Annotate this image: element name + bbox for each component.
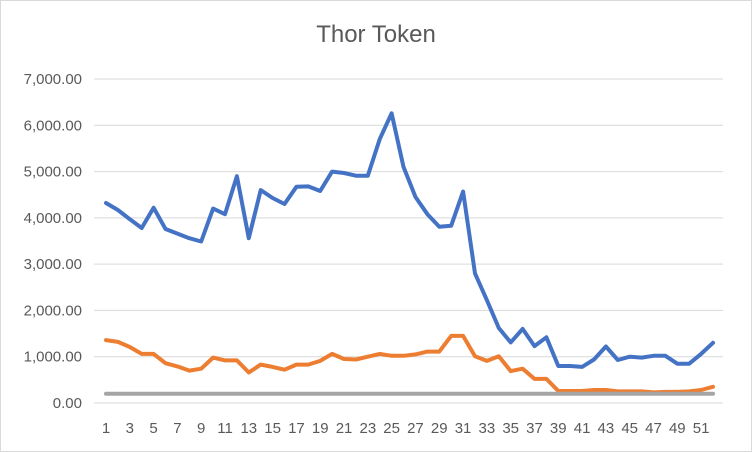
y-tick-label: 4,000.00 xyxy=(24,210,82,227)
y-tick-label: 5,000.00 xyxy=(24,164,82,181)
x-tick-label: 29 xyxy=(431,420,448,437)
x-tick-label: 9 xyxy=(197,420,205,437)
x-tick-label: 3 xyxy=(126,420,134,437)
x-tick-label: 11 xyxy=(217,420,233,437)
y-tick-label: 3,000.00 xyxy=(24,256,82,273)
series-line-1 xyxy=(104,111,715,369)
x-tick-label: 47 xyxy=(645,420,662,437)
y-tick-label: 1,000.00 xyxy=(24,349,82,366)
x-tick-label: 31 xyxy=(455,420,472,437)
x-tick-label: 51 xyxy=(693,420,710,437)
x-tick-label: 25 xyxy=(383,420,400,437)
y-tick-label: 6,000.00 xyxy=(24,117,82,134)
series-line-2 xyxy=(104,333,715,395)
x-tick-label: 7 xyxy=(173,420,181,437)
y-axis-tick-labels: 0.00 1,000.00 2,000.00 3,000.00 4,000.00 5,00… xyxy=(24,71,82,412)
x-tick-label: 1 xyxy=(102,420,110,437)
x-tick-label: 15 xyxy=(264,420,281,437)
x-tick-label: 43 xyxy=(598,420,615,437)
y-tick-label: 7,000.00 xyxy=(24,71,82,88)
x-tick-label: 49 xyxy=(669,420,686,437)
x-axis-tick-labels: 1 3 5 7 9 11 13 15 17 19 21 23 25 27 29 31 33 35 37 39 41 43 4… xyxy=(102,420,710,437)
x-tick-label: 33 xyxy=(479,420,496,437)
x-tick-label: 41 xyxy=(574,420,591,437)
x-tick-label: 17 xyxy=(288,420,305,437)
series-lines xyxy=(104,111,715,396)
x-tick-label: 21 xyxy=(336,420,353,437)
y-tick-label: 2,000.00 xyxy=(24,302,82,319)
x-tick-label: 5 xyxy=(149,420,157,437)
x-tick-label: 39 xyxy=(550,420,567,437)
x-tick-label: 23 xyxy=(359,420,376,437)
x-tick-label: 45 xyxy=(621,420,638,437)
y-tick-label: 0.00 xyxy=(53,395,82,412)
x-tick-label: 35 xyxy=(502,420,519,437)
x-tick-label: 27 xyxy=(407,420,424,437)
x-tick-label: 19 xyxy=(312,420,329,437)
x-tick-label: 13 xyxy=(240,420,257,437)
x-tick-label: 37 xyxy=(526,420,543,437)
chart-title: Thor Token xyxy=(316,21,436,48)
